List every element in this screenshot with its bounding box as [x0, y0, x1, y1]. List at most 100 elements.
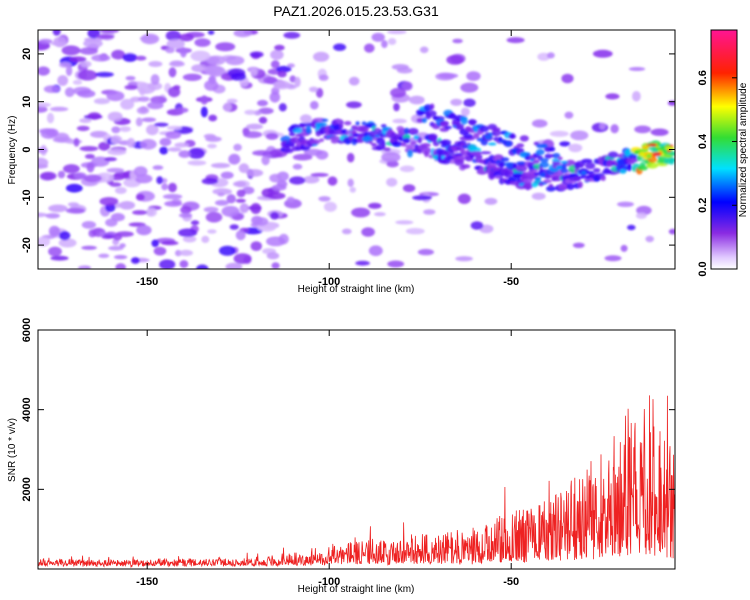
heatmap-cell — [110, 134, 122, 145]
colorbar-ticks: 0.0 0.2 0.4 0.6 — [697, 70, 737, 277]
heatmap-cell — [48, 225, 61, 237]
heatmap-cell — [39, 38, 53, 44]
heatmap-cell — [165, 47, 175, 54]
heatmap-cell — [249, 51, 264, 58]
heatmap-cell — [329, 136, 341, 141]
heatmap-cell — [91, 54, 111, 62]
heatmap-cell — [460, 107, 470, 117]
heatmap-cell — [509, 133, 516, 139]
heatmap-cell — [341, 228, 352, 235]
heatmap-cell — [135, 55, 147, 61]
heatmap-cell — [125, 76, 136, 81]
heatmap-cell — [395, 220, 414, 225]
heatmap-cell — [179, 249, 194, 256]
heatmap-cell — [310, 100, 319, 110]
heatmap-cell — [460, 115, 468, 122]
heatmap-cell — [196, 264, 209, 269]
heatmap-cell — [391, 64, 409, 70]
heatmap-cell — [327, 176, 338, 186]
heatmap-cell — [560, 168, 568, 174]
heatmap-cell — [349, 186, 356, 193]
y-tick-label: 10 — [21, 96, 33, 108]
heatmap-cell — [178, 213, 193, 218]
heatmap-cell — [119, 243, 126, 248]
heatmap-cell — [403, 127, 410, 135]
heatmap-cell — [38, 212, 48, 218]
heatmap-cell — [381, 40, 388, 49]
heatmap-cell — [303, 175, 320, 184]
heatmap-cell — [165, 30, 181, 42]
heatmap-cell — [513, 172, 524, 178]
heatmap-cell — [577, 181, 583, 189]
heatmap-cell — [330, 139, 339, 144]
heatmap-cell — [267, 192, 286, 200]
heatmap-cell — [169, 61, 185, 67]
heatmap-cell — [194, 38, 211, 47]
heatmap-cell — [48, 204, 68, 213]
heatmap-cell — [269, 211, 280, 220]
heatmap-cell — [58, 62, 72, 68]
colorbar-gradient — [710, 29, 738, 270]
heatmap-cell — [617, 201, 634, 207]
heatmap-cell — [61, 45, 81, 56]
y-tick-label: -10 — [21, 189, 33, 205]
colorbar-tick-label: 0.2 — [697, 198, 709, 213]
heatmap-cell — [564, 111, 574, 119]
heatmap-cell — [412, 195, 432, 201]
heatmap-cell — [269, 173, 282, 183]
heatmap-cell — [455, 256, 473, 262]
heatmap-cell — [134, 174, 153, 184]
heatmap-cell — [355, 121, 360, 126]
heatmap-cell — [178, 150, 191, 158]
heatmap-cell — [200, 106, 208, 118]
heatmap-cell — [641, 145, 650, 150]
heatmap-cell — [381, 141, 386, 148]
heatmap-cell — [188, 147, 205, 159]
heatmap-cell — [566, 183, 575, 191]
snr-x-ticks: -150 -100 -50 — [136, 330, 519, 588]
heatmap-cell — [274, 44, 285, 51]
heatmap-cell — [79, 118, 92, 124]
heatmap-cell — [166, 39, 185, 49]
heatmap-cell — [246, 123, 263, 130]
heatmap-cell — [309, 86, 319, 93]
y-tick-label: -20 — [21, 237, 33, 253]
heatmap-cell — [339, 124, 344, 129]
heatmap-cell — [168, 67, 177, 78]
heatmap-cell — [139, 36, 157, 41]
spectrogram-x-ticks: -150 -100 -50 — [136, 30, 519, 288]
heatmap-cell — [228, 153, 241, 165]
heatmap-cell — [605, 93, 620, 100]
heatmap-cell — [246, 169, 264, 177]
heatmap-cell — [403, 137, 411, 144]
heatmap-cell — [73, 137, 80, 147]
heatmap-cell — [549, 146, 556, 152]
heatmap-cell — [346, 101, 362, 109]
heatmap-cell — [419, 46, 429, 54]
heatmap-cell — [76, 125, 90, 132]
heatmap-cell — [463, 133, 474, 139]
heatmap-cell — [73, 172, 87, 180]
heatmap-cell — [387, 260, 405, 268]
heatmap-cell — [54, 132, 70, 143]
heatmap-cell — [522, 178, 534, 184]
heatmap-cell — [294, 76, 301, 88]
heatmap-cell — [206, 55, 226, 66]
heatmap-cell — [233, 253, 252, 264]
heatmap-cell — [309, 139, 321, 145]
heatmap-cell — [235, 198, 246, 203]
snr-y-axis-label: SNR (10 * v/v) — [7, 418, 18, 482]
heatmap-cell — [203, 206, 219, 213]
heatmap-cell — [98, 253, 110, 258]
heatmap-cell — [107, 148, 127, 156]
heatmap-cell — [401, 81, 413, 91]
heatmap-cell — [407, 149, 413, 158]
colorbar: 0.0 0.2 0.4 0.6 Normalized spectral amplitu… — [697, 29, 749, 277]
heatmap-cell — [610, 124, 619, 134]
heatmap-cell — [141, 117, 157, 123]
heatmap-cell — [43, 85, 61, 93]
heatmap-cell — [233, 181, 247, 187]
heatmap-cell — [292, 163, 303, 170]
heatmap-cell — [410, 141, 417, 145]
